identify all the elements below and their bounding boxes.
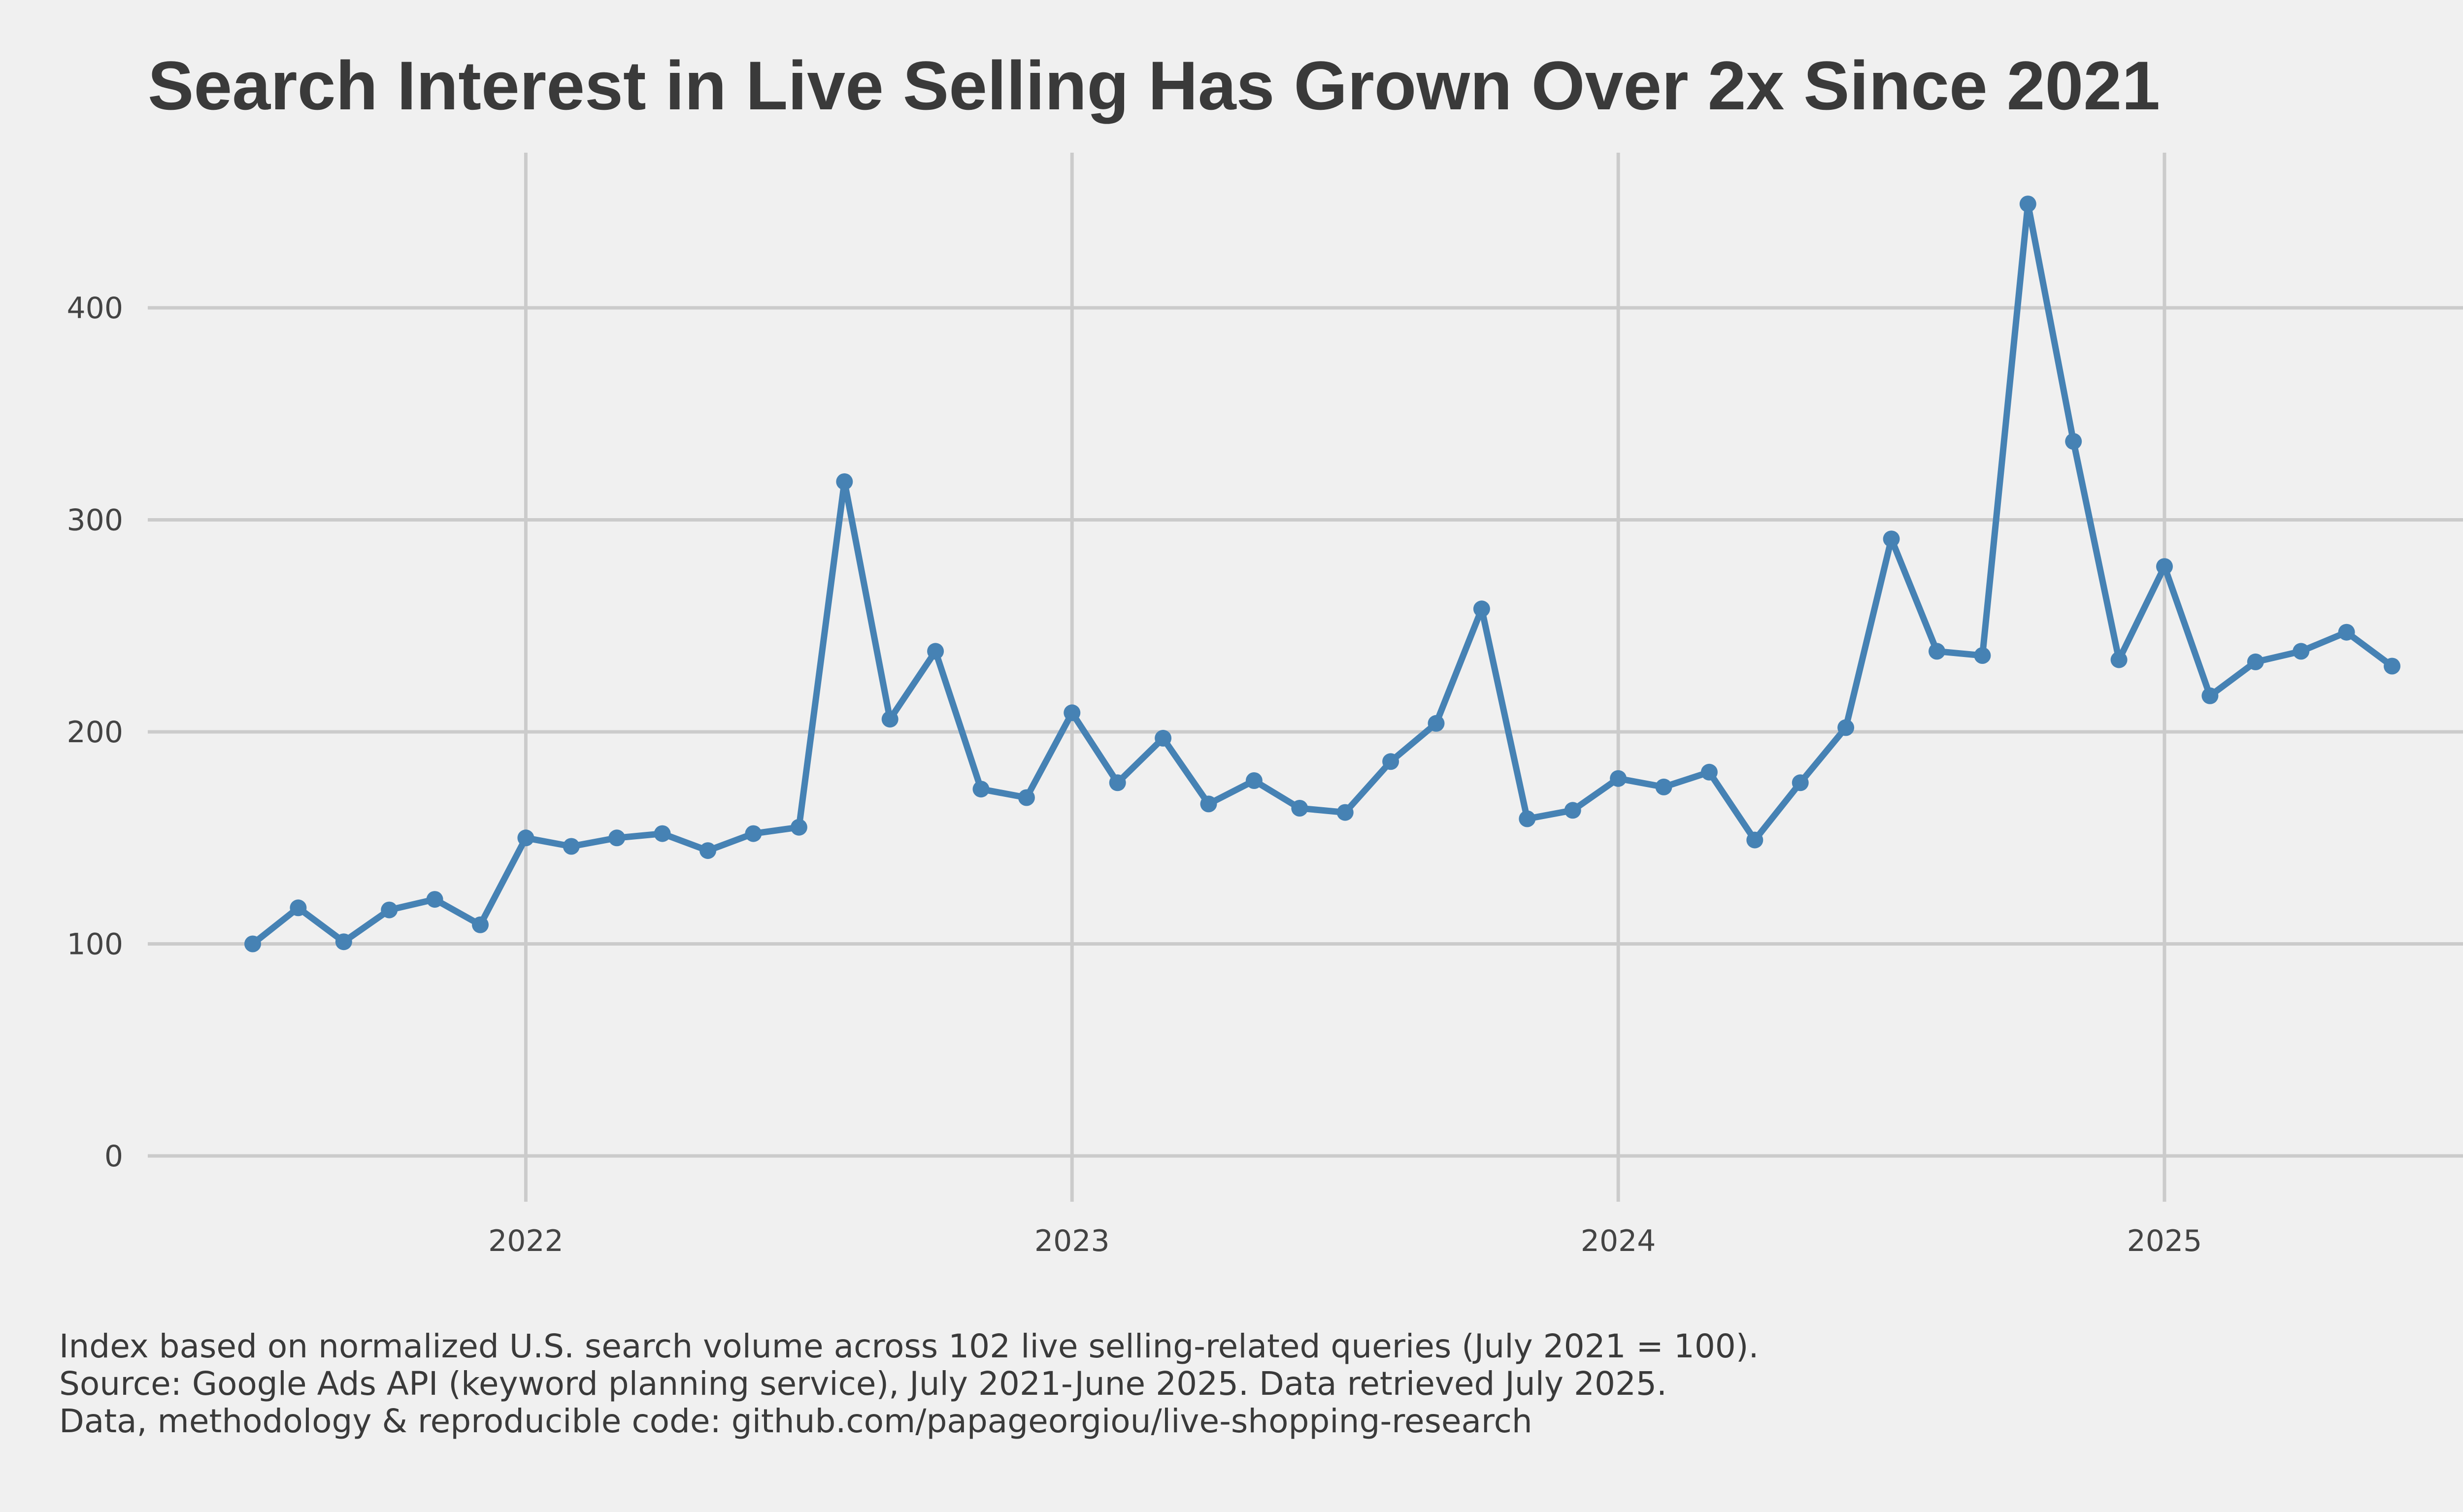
data-point xyxy=(563,838,580,855)
data-point xyxy=(1883,530,1900,548)
data-point xyxy=(517,829,534,847)
caption-line-3: Data, methodology & reproducible code: g… xyxy=(59,1402,1532,1440)
data-point xyxy=(1109,774,1126,791)
y-tick-label: 300 xyxy=(67,503,123,538)
y-axis-ticks: 0 100 200 300 400 xyxy=(67,291,123,1174)
data-point xyxy=(2384,657,2400,675)
data-point xyxy=(790,819,807,836)
grid-lines xyxy=(148,153,2463,1202)
data-point xyxy=(927,643,944,660)
data-point xyxy=(2201,687,2219,704)
x-tick-label: 2024 xyxy=(1581,1224,1656,1258)
data-point xyxy=(745,825,762,842)
data-point xyxy=(1519,810,1536,827)
data-point xyxy=(1428,715,1445,732)
data-point xyxy=(1064,704,1081,722)
data-point xyxy=(1155,729,1172,747)
data-point xyxy=(1018,789,1035,806)
data-point xyxy=(1336,804,1354,821)
data-point xyxy=(2065,433,2082,450)
series-layer xyxy=(244,196,2400,953)
caption-line-1: Index based on normalized U.S. search vo… xyxy=(59,1327,1759,1365)
data-point xyxy=(472,916,489,933)
data-point xyxy=(1610,770,1627,787)
data-point xyxy=(1245,772,1263,789)
data-point xyxy=(608,829,626,847)
data-point xyxy=(381,901,398,919)
data-point xyxy=(1929,643,1945,660)
data-point xyxy=(1746,831,1764,849)
data-point xyxy=(881,711,899,728)
data-point xyxy=(2338,624,2355,641)
data-point xyxy=(426,891,443,908)
data-point xyxy=(1291,800,1308,817)
x-axis-ticks: 2022 2023 2024 2025 xyxy=(488,1224,2202,1258)
data-point xyxy=(290,899,307,917)
data-point xyxy=(1473,600,1490,618)
caption-line-2: Source: Google Ads API (keyword planning… xyxy=(59,1365,1667,1403)
x-tick-label: 2025 xyxy=(2127,1224,2202,1258)
data-point xyxy=(836,473,853,490)
y-tick-label: 400 xyxy=(67,291,123,326)
data-point xyxy=(2156,558,2173,575)
data-point xyxy=(2293,643,2310,660)
x-tick-label: 2022 xyxy=(488,1224,564,1258)
y-tick-label: 200 xyxy=(67,715,123,750)
data-point xyxy=(1655,778,1672,795)
data-point xyxy=(335,933,352,951)
data-point xyxy=(2110,651,2128,668)
data-point xyxy=(1837,719,1855,736)
data-point xyxy=(1974,647,1991,664)
chart-title: Search Interest in Live Selling Has Grow… xyxy=(148,47,2160,124)
x-tick-label: 2023 xyxy=(1034,1224,1110,1258)
data-point xyxy=(244,935,261,953)
data-point xyxy=(699,842,716,859)
data-point xyxy=(972,781,990,798)
y-tick-label: 100 xyxy=(67,927,123,962)
data-point xyxy=(1382,753,1399,770)
data-point xyxy=(1792,774,1809,791)
data-point xyxy=(1200,795,1217,813)
data-point xyxy=(1700,763,1718,781)
data-point xyxy=(654,825,671,842)
y-tick-label: 0 xyxy=(104,1139,123,1174)
data-point xyxy=(2019,196,2036,213)
data-point xyxy=(2247,653,2264,670)
data-point xyxy=(1564,802,1581,819)
